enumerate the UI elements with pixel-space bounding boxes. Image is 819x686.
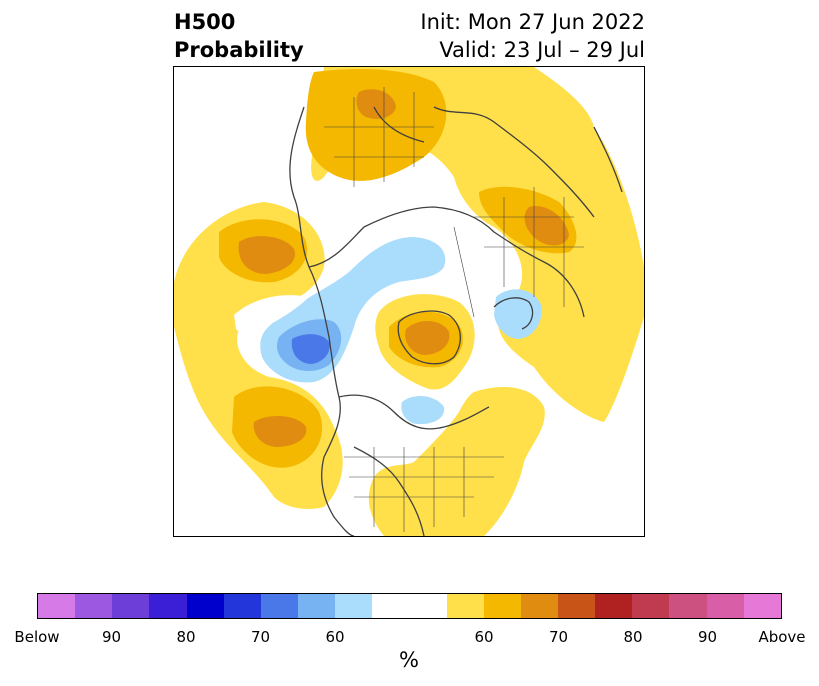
colorbar-tick-label: 80 — [176, 628, 196, 646]
colorbar-segment — [595, 594, 633, 618]
colorbar-segment — [260, 594, 298, 618]
colorbar-tick-label: 80 — [623, 628, 643, 646]
colorbar-tick-label: 70 — [250, 628, 271, 646]
colorbar-tick-label: 60 — [474, 628, 494, 646]
colorbar-segment — [483, 594, 521, 618]
colorbar-segment — [669, 594, 707, 618]
valid-range: Valid: 23 Jul – 29 Jul — [439, 38, 645, 62]
political-borders — [324, 87, 584, 532]
above-region-europe-max — [356, 89, 396, 119]
init-date: Init: Mon 27 Jun 2022 — [420, 10, 645, 34]
above-region-north-atlantic — [311, 67, 644, 422]
below-region-arctic-core — [291, 334, 330, 364]
colorbar-tick-label: Above — [758, 628, 806, 646]
above-region-siberia-max — [524, 206, 569, 246]
title-variable: H500 — [174, 10, 236, 34]
colorbar-tick-label: 90 — [697, 628, 718, 646]
colorbar-segment — [335, 594, 373, 618]
above-region-pacific-max — [238, 236, 295, 274]
map-dates: Init: Mon 27 Jun 2022 Valid: 23 Jul – 29… — [420, 8, 645, 64]
colorbar-segment — [520, 594, 558, 618]
colorbar-tick-label: 70 — [548, 628, 569, 646]
colorbar-segment — [223, 594, 261, 618]
colorbar-segment — [186, 594, 224, 618]
colorbar-segment — [743, 594, 781, 618]
colorbar-segment — [297, 594, 336, 618]
colorbar-segment — [557, 594, 596, 618]
colorbar — [37, 593, 782, 619]
colorbar-tick-label: Below — [14, 628, 60, 646]
map-canvas — [174, 67, 644, 536]
map-title: H500 Probability — [174, 8, 304, 64]
title-product: Probability — [174, 38, 304, 62]
colorbar-segment — [372, 594, 410, 618]
colorbar-segment — [38, 594, 76, 618]
above-region-mexico-max — [253, 415, 307, 447]
below-region-hudson — [401, 395, 445, 425]
colorbar-segment — [632, 594, 670, 618]
above-region-europe-core — [305, 69, 447, 181]
colorbar-segment — [149, 594, 187, 618]
colorbar-tick-label: 90 — [101, 628, 122, 646]
neutral-band — [234, 295, 309, 334]
above-region-greenland-max — [405, 321, 450, 355]
colorbar-segment — [409, 594, 447, 618]
colorbar-segment — [446, 594, 484, 618]
colorbar-segment — [75, 594, 113, 618]
above-region-north-america — [368, 387, 545, 536]
colorbar-unit: % — [399, 648, 419, 672]
colorbar-segment — [112, 594, 150, 618]
probability-map — [173, 66, 645, 537]
colorbar-segment — [706, 594, 744, 618]
coastlines — [289, 106, 623, 536]
colorbar-tick-label: 60 — [325, 628, 345, 646]
